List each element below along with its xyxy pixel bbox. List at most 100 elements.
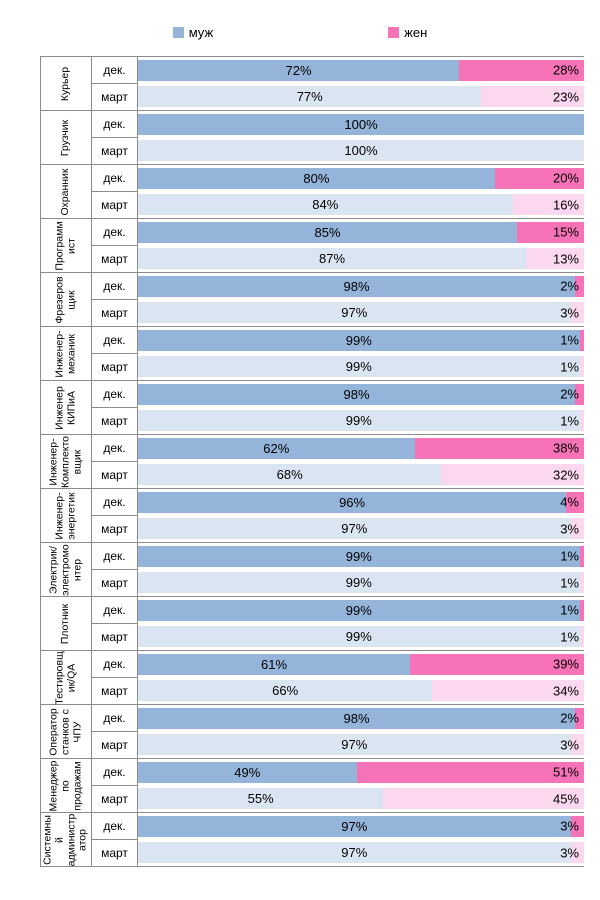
chart-plot-area: Курьер дек. март 72% 28% 77% 23% Грузчик дек. мар…: [0, 56, 600, 867]
chart-group: Оператор станков с ЧПУ дек. март 98% 2% 97% 3%: [40, 705, 584, 759]
female-bar-segment: [579, 545, 584, 567]
male-percent-label: 97%: [341, 521, 368, 537]
bar-row: 98% 2%: [138, 705, 584, 732]
female-percent-label: 1%: [560, 629, 579, 645]
male-bar-segment: 68%: [138, 464, 442, 486]
bar-row: 99% 1%: [138, 543, 584, 570]
bar-row: 99% 1%: [138, 624, 584, 651]
male-percent-label: 99%: [345, 575, 372, 591]
male-bar-segment: 87%: [138, 248, 527, 270]
male-percent-label: 97%: [341, 818, 368, 834]
category-cell: Менеджер по продажам: [40, 759, 92, 812]
female-bar-segment: [575, 275, 584, 297]
bar-track: 98% 2%: [138, 275, 584, 297]
bar-track: 99% 1%: [138, 626, 584, 648]
bar-track: 62% 38%: [138, 437, 584, 459]
male-percent-label: 77%: [296, 89, 323, 105]
period-label: дек.: [103, 62, 126, 77]
female-bar-segment: [494, 167, 584, 189]
category-label: Инженер-энергетик: [53, 491, 77, 540]
male-bar-segment: 80%: [138, 167, 495, 189]
male-percent-label: 85%: [314, 224, 341, 240]
male-percent-label: 62%: [263, 440, 290, 456]
period-label-cell: март: [92, 138, 137, 164]
male-bar-segment: 99%: [138, 626, 580, 648]
category-cell: Охранник: [40, 165, 92, 218]
period-label-cell: март: [92, 732, 137, 758]
bar-row: 99% 1%: [138, 354, 584, 381]
bar-row: 97% 3%: [138, 813, 584, 840]
male-bar-segment: 85%: [138, 221, 518, 243]
male-percent-label: 72%: [285, 62, 312, 78]
period-label-cell: дек.: [92, 381, 137, 408]
period-label-cell: дек.: [92, 165, 137, 192]
bars-column: 99% 1% 99% 1%: [138, 597, 584, 650]
chart-group: Плотник дек. март 99% 1% 99% 1%: [40, 597, 584, 651]
category-cell: Электрик/электромонтер: [40, 543, 92, 596]
period-label-cell: дек.: [92, 759, 137, 786]
period-column: дек. март: [92, 759, 138, 812]
female-bar-segment: [579, 329, 584, 351]
category-cell: Тестировщик/QA: [40, 651, 92, 704]
male-bar-segment: 98%: [138, 383, 576, 405]
bar-row: 72% 28%: [138, 57, 584, 84]
period-label: дек.: [103, 602, 126, 617]
bars-column: 96% 4% 97% 3%: [138, 489, 584, 542]
bar-track: 97% 3%: [138, 734, 584, 756]
category-label: Фрезеровщик: [53, 275, 77, 324]
male-percent-label: 99%: [345, 548, 372, 564]
female-bar-segment: [579, 410, 584, 432]
female-percent-label: 34%: [552, 683, 579, 699]
male-percent-label: 98%: [343, 278, 370, 294]
male-bar-segment: 99%: [138, 356, 580, 378]
bar-row: 61% 39%: [138, 651, 584, 678]
period-label: март: [101, 467, 128, 482]
male-bar-segment: 77%: [138, 86, 482, 108]
bar-track: 99% 1%: [138, 572, 584, 594]
period-label: март: [101, 521, 128, 536]
male-legend-label: муж: [188, 24, 214, 40]
male-percent-label: 66%: [272, 683, 299, 699]
period-column: дек. март: [92, 813, 138, 866]
female-percent-label: 2%: [560, 710, 579, 726]
male-bar-segment: 96%: [138, 491, 567, 513]
legend-item-female: жен: [388, 25, 427, 40]
female-percent-label: 3%: [560, 818, 579, 834]
bar-track: 97% 3%: [138, 518, 584, 540]
period-label: март: [101, 575, 128, 590]
male-percent-label: 55%: [247, 791, 274, 807]
period-column: дек. март: [92, 381, 138, 434]
male-percent-label: 100%: [344, 143, 378, 159]
bars-column: 62% 38% 68% 32%: [138, 435, 584, 488]
category-label: Системный администратор: [41, 813, 89, 866]
bar-row: 99% 1%: [138, 597, 584, 624]
bar-track: 99% 1%: [138, 599, 584, 621]
bar-track: 97% 3%: [138, 302, 584, 324]
male-percent-label: 68%: [276, 467, 303, 483]
period-column: дек. март: [92, 489, 138, 542]
period-label-cell: дек.: [92, 327, 137, 354]
female-bar-segment: [566, 491, 584, 513]
male-percent-label: 99%: [345, 332, 372, 348]
period-label: дек.: [103, 818, 126, 833]
bar-track: 85% 15%: [138, 221, 584, 243]
category-label: Электрик/электромонтер: [47, 543, 83, 596]
male-bar-segment: 100%: [138, 140, 584, 162]
female-percent-label: 45%: [552, 791, 579, 807]
female-bar-segment: [517, 221, 584, 243]
female-bar-segment: [570, 734, 584, 756]
period-label: дек.: [103, 278, 126, 293]
category-cell: Программист: [40, 219, 92, 272]
period-column: дек. март: [92, 543, 138, 596]
bars-column: 100% 100%: [138, 111, 584, 164]
period-label: дек.: [103, 710, 126, 725]
bar-row: 96% 4%: [138, 489, 584, 516]
bars-column: 72% 28% 77% 23%: [138, 57, 584, 110]
period-label-cell: март: [92, 840, 137, 866]
period-label: март: [101, 89, 128, 104]
bar-row: 99% 1%: [138, 570, 584, 597]
female-bar-segment: [579, 356, 584, 378]
bar-row: 62% 38%: [138, 435, 584, 462]
male-bar-segment: 100%: [138, 113, 584, 135]
female-percent-label: 3%: [560, 521, 579, 537]
